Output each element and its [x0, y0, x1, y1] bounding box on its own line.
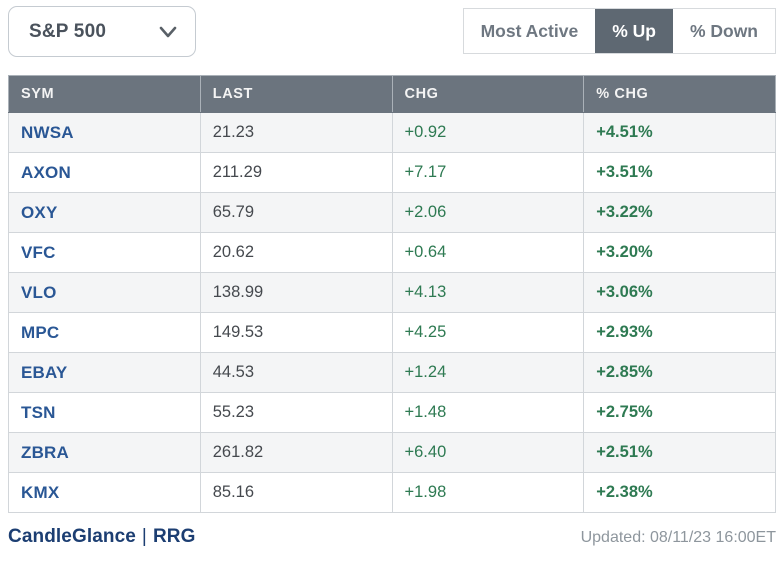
percent-change-cell: +3.51%: [583, 152, 776, 193]
percent-change-cell: +2.93%: [583, 312, 776, 353]
filter-most-active-button[interactable]: Most Active: [464, 9, 596, 53]
change-cell: +4.13: [391, 272, 585, 313]
symbol-link[interactable]: EBAY: [21, 362, 68, 382]
footer-separator: |: [141, 526, 147, 547]
index-select-value: S&P 500: [29, 20, 107, 42]
footer: CandleGlance | RRG Updated: 08/11/23 16:00…: [8, 526, 776, 548]
symbol-link[interactable]: VFC: [21, 242, 56, 262]
symbol-cell: AXON: [8, 152, 201, 193]
table-row: EBAY 44.53 +1.24 +2.85%: [8, 352, 776, 393]
last-price-cell: 138.99: [199, 272, 393, 313]
chevron-down-icon: [159, 26, 177, 37]
last-price-cell: 149.53: [199, 312, 393, 353]
change-cell: +4.25: [391, 312, 585, 353]
quotes-table: SYM LAST CHG % CHG NWSA 21.23 +0.92 +4.51% A…: [8, 75, 776, 513]
quotes-table-header: SYM LAST CHG % CHG: [8, 75, 776, 113]
symbol-link[interactable]: AXON: [21, 162, 71, 182]
table-row: TSN 55.23 +1.48 +2.75%: [8, 392, 776, 433]
last-price-cell: 21.23: [199, 112, 393, 153]
symbol-link[interactable]: ZBRA: [21, 442, 70, 462]
table-row: MPC 149.53 +4.25 +2.93%: [8, 312, 776, 353]
header-chg: CHG: [391, 75, 585, 113]
symbol-cell: KMX: [8, 472, 201, 513]
table-row: OXY 65.79 +2.06 +3.22%: [8, 192, 776, 233]
percent-change-cell: +4.51%: [583, 112, 776, 153]
symbol-cell: EBAY: [8, 352, 201, 393]
symbol-link[interactable]: OXY: [21, 202, 58, 222]
market-movers-widget: S&P 500 Most Active % Up % Down SYM LAST…: [8, 5, 776, 548]
last-price-cell: 44.53: [199, 352, 393, 393]
change-cell: +1.24: [391, 352, 585, 393]
percent-change-cell: +3.20%: [583, 232, 776, 273]
rrg-link[interactable]: RRG: [152, 526, 196, 547]
percent-change-cell: +2.75%: [583, 392, 776, 433]
quotes-table-body: NWSA 21.23 +0.92 +4.51% AXON 211.29 +7.17 +3.51…: [8, 112, 776, 513]
symbol-link[interactable]: KMX: [21, 482, 60, 502]
percent-change-cell: +3.22%: [583, 192, 776, 233]
change-cell: +0.92: [391, 112, 585, 153]
last-price-cell: 20.62: [199, 232, 393, 273]
change-cell: +7.17: [391, 152, 585, 193]
table-row: VLO 138.99 +4.13 +3.06%: [8, 272, 776, 313]
updated-timestamp: Updated: 08/11/23 16:00ET: [580, 529, 776, 546]
last-price-cell: 85.16: [199, 472, 393, 513]
last-price-cell: 211.29: [199, 152, 393, 193]
percent-change-cell: +2.85%: [583, 352, 776, 393]
table-row: KMX 85.16 +1.98 +2.38%: [8, 472, 776, 513]
header-pct-chg: % CHG: [583, 75, 776, 113]
symbol-cell: OXY: [8, 192, 201, 233]
header-sym: SYM: [8, 75, 201, 113]
symbol-cell: TSN: [8, 392, 201, 433]
candleglance-link[interactable]: CandleGlance: [8, 526, 136, 547]
last-price-cell: 55.23: [199, 392, 393, 433]
filter-percent-up-button[interactable]: % Up: [595, 9, 673, 53]
table-row: VFC 20.62 +0.64 +3.20%: [8, 232, 776, 273]
topbar: S&P 500 Most Active % Up % Down: [8, 5, 776, 75]
symbol-link[interactable]: NWSA: [21, 122, 74, 142]
table-row: NWSA 21.23 +0.92 +4.51%: [8, 112, 776, 153]
symbol-cell: NWSA: [8, 112, 201, 153]
change-cell: +0.64: [391, 232, 585, 273]
header-last: LAST: [199, 75, 393, 113]
table-row: ZBRA 261.82 +6.40 +2.51%: [8, 432, 776, 473]
symbol-link[interactable]: MPC: [21, 322, 60, 342]
change-cell: +1.98: [391, 472, 585, 513]
symbol-cell: ZBRA: [8, 432, 201, 473]
index-select-dropdown[interactable]: S&P 500: [8, 6, 196, 57]
change-cell: +6.40: [391, 432, 585, 473]
table-row: AXON 211.29 +7.17 +3.51%: [8, 152, 776, 193]
symbol-cell: VFC: [8, 232, 201, 273]
footer-links: CandleGlance | RRG: [8, 526, 196, 548]
symbol-cell: VLO: [8, 272, 201, 313]
symbol-link[interactable]: TSN: [21, 402, 56, 422]
symbol-link[interactable]: VLO: [21, 282, 57, 302]
last-price-cell: 65.79: [199, 192, 393, 233]
filter-button-group: Most Active % Up % Down: [462, 8, 776, 54]
filter-percent-down-button[interactable]: % Down: [673, 9, 775, 53]
symbol-cell: MPC: [8, 312, 201, 353]
last-price-cell: 261.82: [199, 432, 393, 473]
percent-change-cell: +2.51%: [583, 432, 776, 473]
percent-change-cell: +3.06%: [583, 272, 776, 313]
percent-change-cell: +2.38%: [583, 472, 776, 513]
change-cell: +2.06: [391, 192, 585, 233]
change-cell: +1.48: [391, 392, 585, 433]
